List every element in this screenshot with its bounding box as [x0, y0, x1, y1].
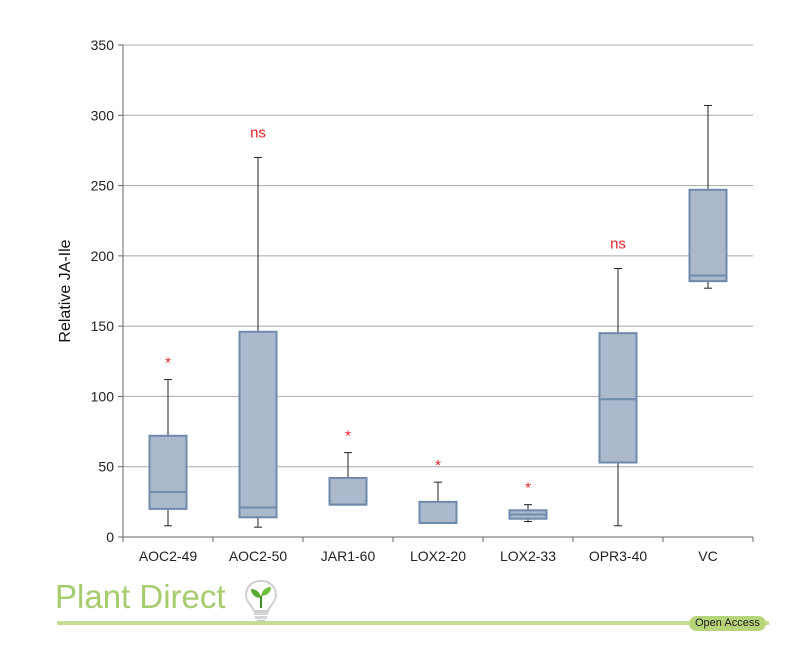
y-tick-label: 50: [98, 459, 114, 475]
y-tick-label: 250: [91, 178, 115, 194]
significance-label: ns: [250, 124, 266, 141]
significance-label: *: [435, 457, 441, 474]
box-aoc2-50: [238, 156, 278, 528]
box-vc: [688, 104, 728, 289]
y-tick-label: 350: [91, 37, 115, 53]
grid-lines: [123, 44, 753, 468]
y-tick-label: 150: [91, 318, 115, 334]
iqr-box: [598, 332, 638, 464]
box-aoc2-49: [148, 379, 188, 527]
boxes: [148, 104, 728, 528]
box-opr3-40: [598, 268, 638, 527]
box-lox2-33: [508, 504, 548, 523]
box-plot: 0 50 100 150 200 250 300 350 AOC2-49 * AOC2-50 ns JA…: [57, 37, 754, 564]
y-tick-label: 300: [91, 107, 115, 123]
iqr-box: [238, 330, 278, 519]
labels: 0 50 100 150 200 250 300 350 AOC2-49 * AOC2-50 ns JA…: [91, 37, 718, 564]
y-tick-label: 0: [106, 529, 114, 545]
x-tick-label: VC: [698, 548, 717, 564]
significance-label: *: [165, 355, 171, 372]
x-tick-label: OPR3-40: [589, 548, 648, 564]
iqr-box: [688, 188, 728, 283]
iqr-box: [418, 500, 458, 524]
y-tick-label: 200: [91, 248, 115, 264]
open-access-badge: Open Access: [689, 616, 766, 631]
significance-label: *: [345, 428, 351, 445]
lightbulb-sprout-icon: [244, 579, 278, 622]
x-tick-label: LOX2-33: [500, 548, 556, 564]
x-tick-label: AOC2-50: [229, 548, 288, 564]
x-tick-label: LOX2-20: [410, 548, 466, 564]
box-jar1-60: [328, 452, 368, 506]
brand-logo-text: Plant Direct: [55, 578, 226, 615]
y-axis-label: Relative JA-Ile: [57, 239, 74, 342]
x-tick-label: JAR1-60: [321, 548, 376, 564]
significance-label: ns: [610, 236, 626, 253]
iqr-box: [148, 434, 188, 510]
x-tick-label: AOC2-49: [139, 548, 198, 564]
axes: [118, 44, 754, 542]
box-lox2-20: [418, 481, 458, 524]
iqr-box: [328, 476, 368, 506]
significance-label: *: [525, 480, 531, 497]
footer-rule: [57, 621, 769, 625]
y-tick-label: 100: [91, 388, 115, 404]
